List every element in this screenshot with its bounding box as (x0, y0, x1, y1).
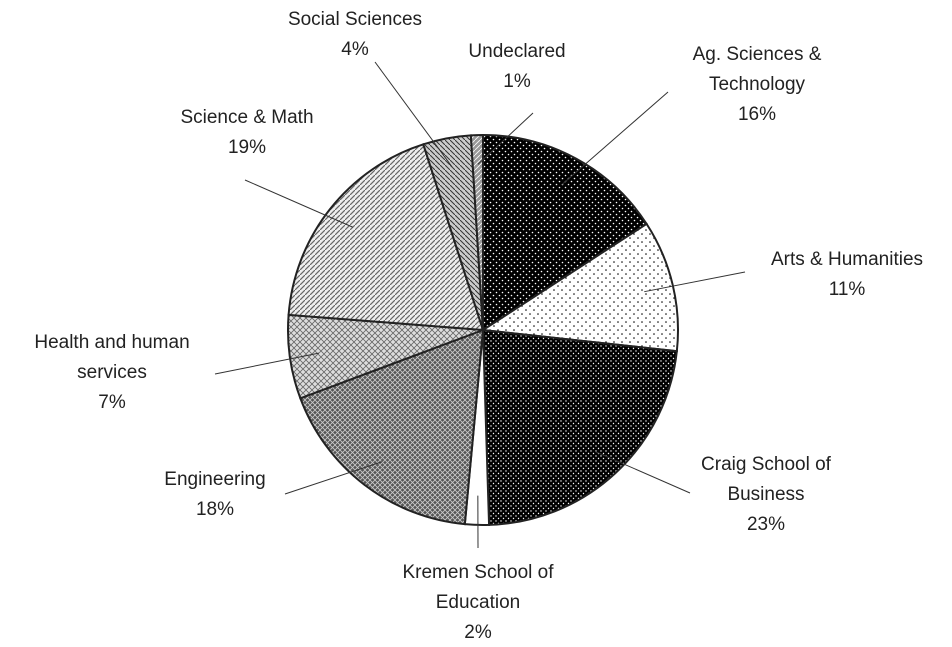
slice-label: Kremen School of Education 2% (373, 558, 583, 647)
slice-label: Social Sciences 4% (225, 5, 485, 65)
category-label: Craig School of Business (701, 454, 831, 505)
leader-line (214, 352, 319, 375)
value-label: 1% (503, 71, 531, 92)
value-label: 7% (98, 392, 126, 413)
value-label: 4% (341, 39, 369, 60)
value-label: 19% (227, 137, 267, 158)
slice-label: Craig School of Business 23% (681, 450, 851, 540)
slice-label: Arts & Humanities 11% (717, 245, 952, 305)
value-label: 18% (195, 499, 235, 520)
category-label: Social Sciences (287, 9, 423, 30)
slice-label: Undeclared 1% (417, 37, 617, 97)
pie-slice (482, 133, 648, 332)
category-label: Undeclared (468, 41, 566, 62)
slice-label: Engineering 18% (85, 465, 345, 525)
leader-line (374, 61, 453, 168)
pie-slice (480, 222, 679, 353)
category-label: Science & Math (180, 107, 314, 128)
value-label: 11% (828, 279, 866, 300)
pie-slice (481, 328, 678, 526)
pie-slice (299, 328, 485, 526)
slice-label: Health and human services 7% (5, 328, 220, 418)
leader-line (561, 91, 669, 185)
category-label: Kremen School of Education (402, 562, 554, 613)
leader-line (644, 271, 746, 293)
leader-line (284, 461, 383, 495)
leader-line (477, 112, 534, 165)
value-label: 23% (746, 514, 786, 535)
pie-slice (287, 143, 485, 332)
leader-line (595, 451, 691, 494)
category-label: Health and human services (34, 332, 190, 383)
value-label: 16% (737, 104, 777, 125)
category-label: Ag. Sciences & Technology (692, 44, 822, 95)
leader-line (244, 179, 354, 228)
category-label: Engineering (164, 469, 266, 490)
value-label: 2% (464, 622, 492, 643)
pie-slice (469, 133, 484, 331)
slice-label: Science & Math 19% (117, 103, 377, 163)
slice-label: Ag. Sciences & Technology 16% (667, 40, 847, 130)
category-label: Arts & Humanities (770, 249, 924, 270)
